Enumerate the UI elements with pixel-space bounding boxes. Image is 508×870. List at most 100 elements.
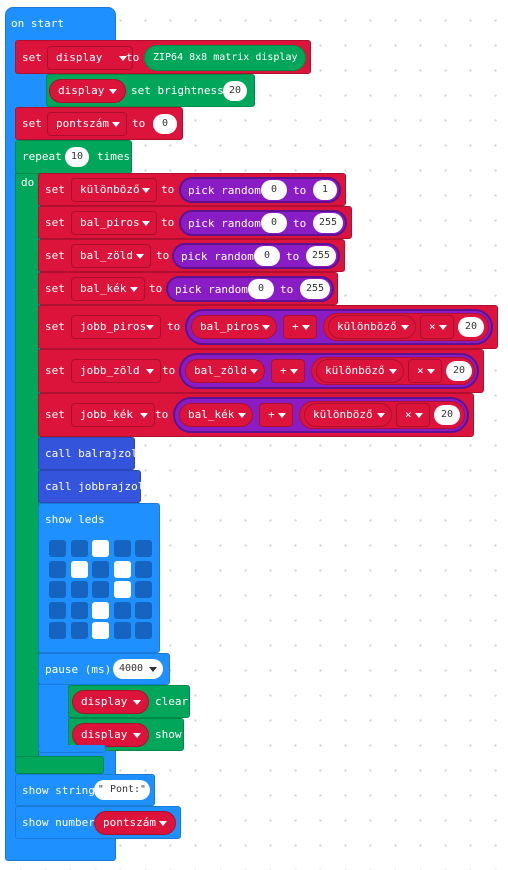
variable-reporter-bal-zold[interactable]: bal_zöld <box>185 359 265 383</box>
random-max-input[interactable]: 255 <box>313 213 343 233</box>
led-cell[interactable] <box>49 560 66 578</box>
led-cell[interactable] <box>135 601 152 619</box>
repeat-count-input[interactable]: 10 <box>65 147 89 167</box>
multiplier-input[interactable]: 20 <box>458 317 484 337</box>
random-min-input[interactable]: 0 <box>248 279 274 299</box>
led-cell[interactable] <box>92 622 109 639</box>
pick-random-reporter[interactable]: pick random 0 to 255 <box>179 210 347 236</box>
variable-dropdown-kulonbozo[interactable]: különböző <box>71 178 157 202</box>
operator-dropdown-plus[interactable]: + <box>259 403 293 427</box>
multiply-reporter[interactable]: különböző × 20 <box>311 357 475 385</box>
set-jobb-piros-block[interactable]: set jobb_piros to bal_piros + különböző … <box>38 305 498 349</box>
pause-block[interactable]: pause (ms) 4000 <box>38 653 170 685</box>
led-cell[interactable] <box>70 622 88 639</box>
variable-reporter-pontszam[interactable]: pontszám <box>94 811 176 835</box>
arithmetic-reporter[interactable]: bal_zöld + különböző × 20 <box>179 353 479 389</box>
display-variable-dropdown[interactable]: display <box>49 79 126 103</box>
variable-dropdown-pontszam[interactable]: pontszám <box>47 112 127 136</box>
led-grid[interactable] <box>49 540 159 645</box>
pick-random-reporter[interactable]: pick random 0 to 255 <box>166 276 334 302</box>
led-cell[interactable] <box>92 601 109 619</box>
pick-random-reporter[interactable]: pick random 0 to 255 <box>172 243 340 269</box>
repeat-label: repeat <box>22 150 62 163</box>
multiply-reporter[interactable]: különböző × 20 <box>323 313 489 341</box>
operator-dropdown-multiply[interactable]: × <box>420 315 454 339</box>
arithmetic-reporter[interactable]: bal_piros + különböző × 20 <box>185 309 493 345</box>
repeat-block[interactable]: repeat 10 times <box>15 140 132 174</box>
random-min-input[interactable]: 0 <box>261 213 287 233</box>
multiplier-input[interactable]: 20 <box>446 361 472 381</box>
led-cell[interactable] <box>92 540 109 557</box>
zip64-display-reporter[interactable]: ZIP64 8x8 matrix display <box>144 45 306 71</box>
pause-duration-dropdown[interactable]: 4000 <box>113 659 163 679</box>
operator-dropdown-multiply[interactable]: × <box>396 403 430 427</box>
variable-reporter-bal-piros[interactable]: bal_piros <box>191 315 277 339</box>
variable-reporter-bal-kek[interactable]: bal_kék <box>179 403 253 427</box>
led-cell[interactable] <box>135 622 152 639</box>
variable-name: különböző <box>325 364 385 377</box>
led-cell[interactable] <box>135 581 152 598</box>
show-string-block[interactable]: show string " Pont:" <box>15 774 155 806</box>
set-bal-kek-block[interactable]: set bal_kék to pick random 0 to 255 <box>38 272 338 305</box>
variable-reporter-kulonbozo[interactable]: különböző <box>316 359 404 383</box>
led-cell[interactable] <box>113 601 131 619</box>
variable-dropdown-display[interactable]: display <box>47 46 133 70</box>
operator-dropdown-plus[interactable]: + <box>271 359 305 383</box>
operator-symbol: + <box>280 364 287 377</box>
display-clear-block[interactable]: display clear <box>68 685 190 718</box>
led-cell[interactable] <box>49 581 66 598</box>
variable-reporter-kulonbozo[interactable]: különböző <box>328 315 416 339</box>
arithmetic-reporter[interactable]: bal_kék + különböző × 20 <box>173 397 469 433</box>
random-max-input[interactable]: 255 <box>306 246 336 266</box>
brightness-input[interactable]: 20 <box>223 81 247 101</box>
led-cell[interactable] <box>113 540 131 557</box>
led-cell[interactable] <box>70 581 88 598</box>
display-variable-dropdown[interactable]: display <box>72 723 149 747</box>
set-bal-zold-block[interactable]: set bal_zöld to pick random 0 to 255 <box>38 239 345 272</box>
show-number-block[interactable]: show number pontszám <box>15 806 181 839</box>
set-display-block[interactable]: set display to ZIP64 8x8 matrix display <box>15 40 311 74</box>
multiplier-input[interactable]: 20 <box>434 405 460 425</box>
led-cell[interactable] <box>70 560 88 578</box>
led-cell[interactable] <box>92 581 109 598</box>
random-min-input[interactable]: 0 <box>254 246 280 266</box>
led-cell[interactable] <box>113 560 131 578</box>
led-cell[interactable] <box>70 540 88 557</box>
led-cell[interactable] <box>70 601 88 619</box>
variable-dropdown-jobb-piros[interactable]: jobb_piros <box>71 315 161 339</box>
call-balrajzol-block[interactable]: call balrajzol <box>38 437 138 470</box>
led-cell[interactable] <box>113 622 131 639</box>
pontszam-value-input[interactable]: 0 <box>153 114 177 134</box>
variable-dropdown-bal-kek[interactable]: bal_kék <box>71 277 145 301</box>
display-show-block[interactable]: display show <box>68 718 184 751</box>
variable-dropdown-jobb-kek[interactable]: jobb_kék <box>71 403 155 427</box>
led-cell[interactable] <box>49 601 66 619</box>
operator-dropdown-multiply[interactable]: × <box>408 359 442 383</box>
led-cell[interactable] <box>113 581 131 598</box>
operator-dropdown-plus[interactable]: + <box>283 315 317 339</box>
variable-dropdown-bal-zold[interactable]: bal_zöld <box>71 244 151 268</box>
display-variable-dropdown[interactable]: display <box>72 690 149 714</box>
variable-dropdown-jobb-zold[interactable]: jobb_zöld <box>71 359 161 383</box>
call-jobbrajzol-block[interactable]: call jobbrajzol <box>38 470 144 503</box>
set-kulonbozo-block[interactable]: set különböző to pick random 0 to 1 <box>38 173 346 206</box>
pick-random-reporter[interactable]: pick random 0 to 1 <box>179 177 341 203</box>
string-input[interactable]: " Pont:" <box>94 780 150 800</box>
led-cell[interactable] <box>135 560 152 578</box>
set-jobb-kek-block[interactable]: set jobb_kék to bal_kék + különböző × 20 <box>38 393 474 437</box>
set-jobb-zold-block[interactable]: set jobb_zöld to bal_zöld + különböző × … <box>38 349 484 393</box>
led-cell[interactable] <box>135 540 152 557</box>
variable-dropdown-bal-piros[interactable]: bal_piros <box>71 211 157 235</box>
led-cell[interactable] <box>49 540 66 557</box>
multiply-reporter[interactable]: különböző × 20 <box>299 401 465 429</box>
variable-reporter-kulonbozo[interactable]: különböző <box>304 403 392 427</box>
set-brightness-block[interactable]: display set brightness 20 <box>46 74 255 107</box>
random-max-input[interactable]: 255 <box>300 279 330 299</box>
led-cell[interactable] <box>92 560 109 578</box>
random-min-input[interactable]: 0 <box>261 180 287 200</box>
set-pontszam-block[interactable]: set pontszám to 0 <box>15 107 183 140</box>
random-max-input[interactable]: 1 <box>313 180 337 200</box>
set-bal-piros-block[interactable]: set bal_piros to pick random 0 to 255 <box>38 206 352 239</box>
show-leds-block[interactable]: show leds <box>38 503 160 653</box>
led-cell[interactable] <box>49 622 66 639</box>
